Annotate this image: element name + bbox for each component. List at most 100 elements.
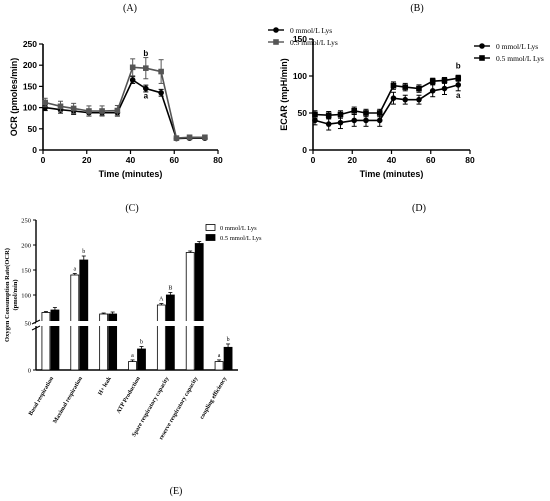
- x-tick-label: 60: [426, 155, 436, 165]
- legend-label: 0 mmol/L Lys: [220, 225, 257, 232]
- data-point: [390, 95, 397, 101]
- data-point: [42, 99, 48, 106]
- data-point: [143, 65, 149, 71]
- y-tick-label: 150: [21, 268, 31, 275]
- y-tick-label: 150: [23, 81, 37, 91]
- panel-label-d: (D): [412, 203, 426, 214]
- x-tick-label: 80: [465, 155, 475, 165]
- y-tick-label: 0: [302, 145, 307, 155]
- data-point: [402, 96, 409, 103]
- panel-label-c: (C): [125, 203, 138, 214]
- x-tick-label: 60: [170, 155, 180, 165]
- legend-label: 0 mmol/L Lys: [290, 26, 332, 35]
- x-tick-label: 40: [126, 155, 136, 165]
- data-point: [337, 119, 344, 126]
- data-point: [158, 89, 164, 96]
- bar-break-gap: [165, 321, 176, 326]
- data-point: [312, 117, 318, 124]
- y-tick-label: 200: [21, 243, 31, 250]
- y-tick-label: 50: [298, 108, 308, 118]
- y-tick-label: 100: [23, 103, 37, 113]
- data-point: [158, 68, 164, 75]
- data-point: [390, 82, 397, 89]
- bar: [214, 361, 224, 371]
- series-line-1: [45, 66, 205, 139]
- x-tick-label: 0: [311, 155, 316, 165]
- bar-break-gap: [40, 321, 51, 326]
- legend-label: 0.5 mmol/L Lys: [220, 235, 262, 242]
- x-tick-label: 80: [213, 155, 223, 165]
- y-tick-label: 0: [28, 368, 31, 375]
- chart-ecar-time: 0 20 40 60 80 0 50 100 150 Time (minutes) ECAR (mp…: [279, 34, 544, 179]
- x-tick-label: 0: [41, 155, 46, 165]
- y-axis-title: ECAR (mpH/min): [279, 58, 289, 131]
- data-point: [143, 85, 149, 92]
- y-tick-label: 150: [293, 34, 307, 44]
- bar: [79, 259, 89, 371]
- bar-letter: a: [73, 267, 76, 273]
- legend-marker: [479, 43, 485, 49]
- data-point: [429, 78, 436, 84]
- data-point: [441, 85, 448, 92]
- bar-letter: A: [159, 297, 164, 303]
- data-point: [376, 110, 383, 116]
- data-point: [86, 108, 92, 114]
- y-axis-title: (pmol/min): [12, 279, 19, 310]
- data-point: [416, 85, 422, 92]
- data-point: [186, 134, 193, 141]
- category-label: H+ leak: [98, 375, 114, 396]
- data-point: [312, 111, 318, 118]
- legend-label: 0.5 mmol/L Lys: [496, 54, 544, 63]
- panel-label-b: (B): [410, 3, 423, 14]
- y-axis-title: OCR (pmoles/min): [9, 58, 19, 137]
- chart-ocr-bars: 100 150 200 250 50 0 Oxygen Consumption Rate(O…: [4, 218, 262, 442]
- data-point: [99, 108, 105, 114]
- x-axis-title: Time (minutes): [360, 169, 424, 179]
- data-point: [42, 104, 48, 111]
- bar-break-gap: [194, 321, 205, 326]
- y-tick-label: 250: [23, 39, 37, 49]
- data-point: [202, 134, 208, 141]
- y-tick-label: 100: [21, 293, 31, 300]
- data-point: [351, 107, 358, 114]
- data-point: [455, 82, 462, 88]
- bar-letter: B: [168, 286, 172, 292]
- data-point: [402, 84, 409, 90]
- y-tick-label: 200: [23, 60, 37, 70]
- bar: [223, 346, 233, 371]
- x-tick-label: 40: [387, 155, 397, 165]
- legend-swatch: [205, 224, 216, 231]
- x-tick-label: 20: [82, 155, 92, 165]
- panel-label-a: (A): [123, 3, 137, 14]
- bar-break-gap: [49, 321, 60, 326]
- bar-letter: b: [140, 339, 143, 345]
- bar-break-gap: [98, 321, 109, 326]
- category-label: ATP Production: [116, 375, 142, 414]
- bar-break-gap: [69, 321, 80, 326]
- data-point: [57, 103, 64, 110]
- bar: [50, 309, 60, 371]
- significance-letter: b: [456, 62, 461, 71]
- data-point: [441, 77, 448, 84]
- bar-letter: b: [82, 249, 85, 255]
- data-point: [114, 107, 121, 114]
- legend-swatch: [205, 234, 216, 241]
- bar-letter: b: [227, 337, 230, 343]
- x-axis-title: Time (minutes): [99, 169, 163, 179]
- y-tick-label: 50: [28, 124, 38, 134]
- data-point: [337, 111, 344, 118]
- bar-break-gap: [107, 321, 118, 326]
- data-point: [325, 112, 332, 119]
- chart-ocr-time: 0 20 40 60 80 0 50 100 150 200 250 Time (minutes) OC…: [9, 26, 338, 179]
- bar: [194, 243, 204, 371]
- data-point: [455, 75, 462, 82]
- category-label: coupling efficiency: [199, 376, 228, 420]
- category-label: Maximal respiration: [52, 375, 84, 424]
- legend-label: 0.5 mmol/L Lys: [290, 38, 338, 47]
- significance-letter: a: [144, 91, 149, 100]
- x-tick-label: 20: [348, 155, 358, 165]
- y-axis-title: Oxygen Consumption Rate(OCR): [4, 248, 11, 342]
- bar-letter: a: [131, 353, 134, 359]
- legend-marker: [273, 39, 279, 45]
- y-tick-label: 50: [25, 321, 32, 328]
